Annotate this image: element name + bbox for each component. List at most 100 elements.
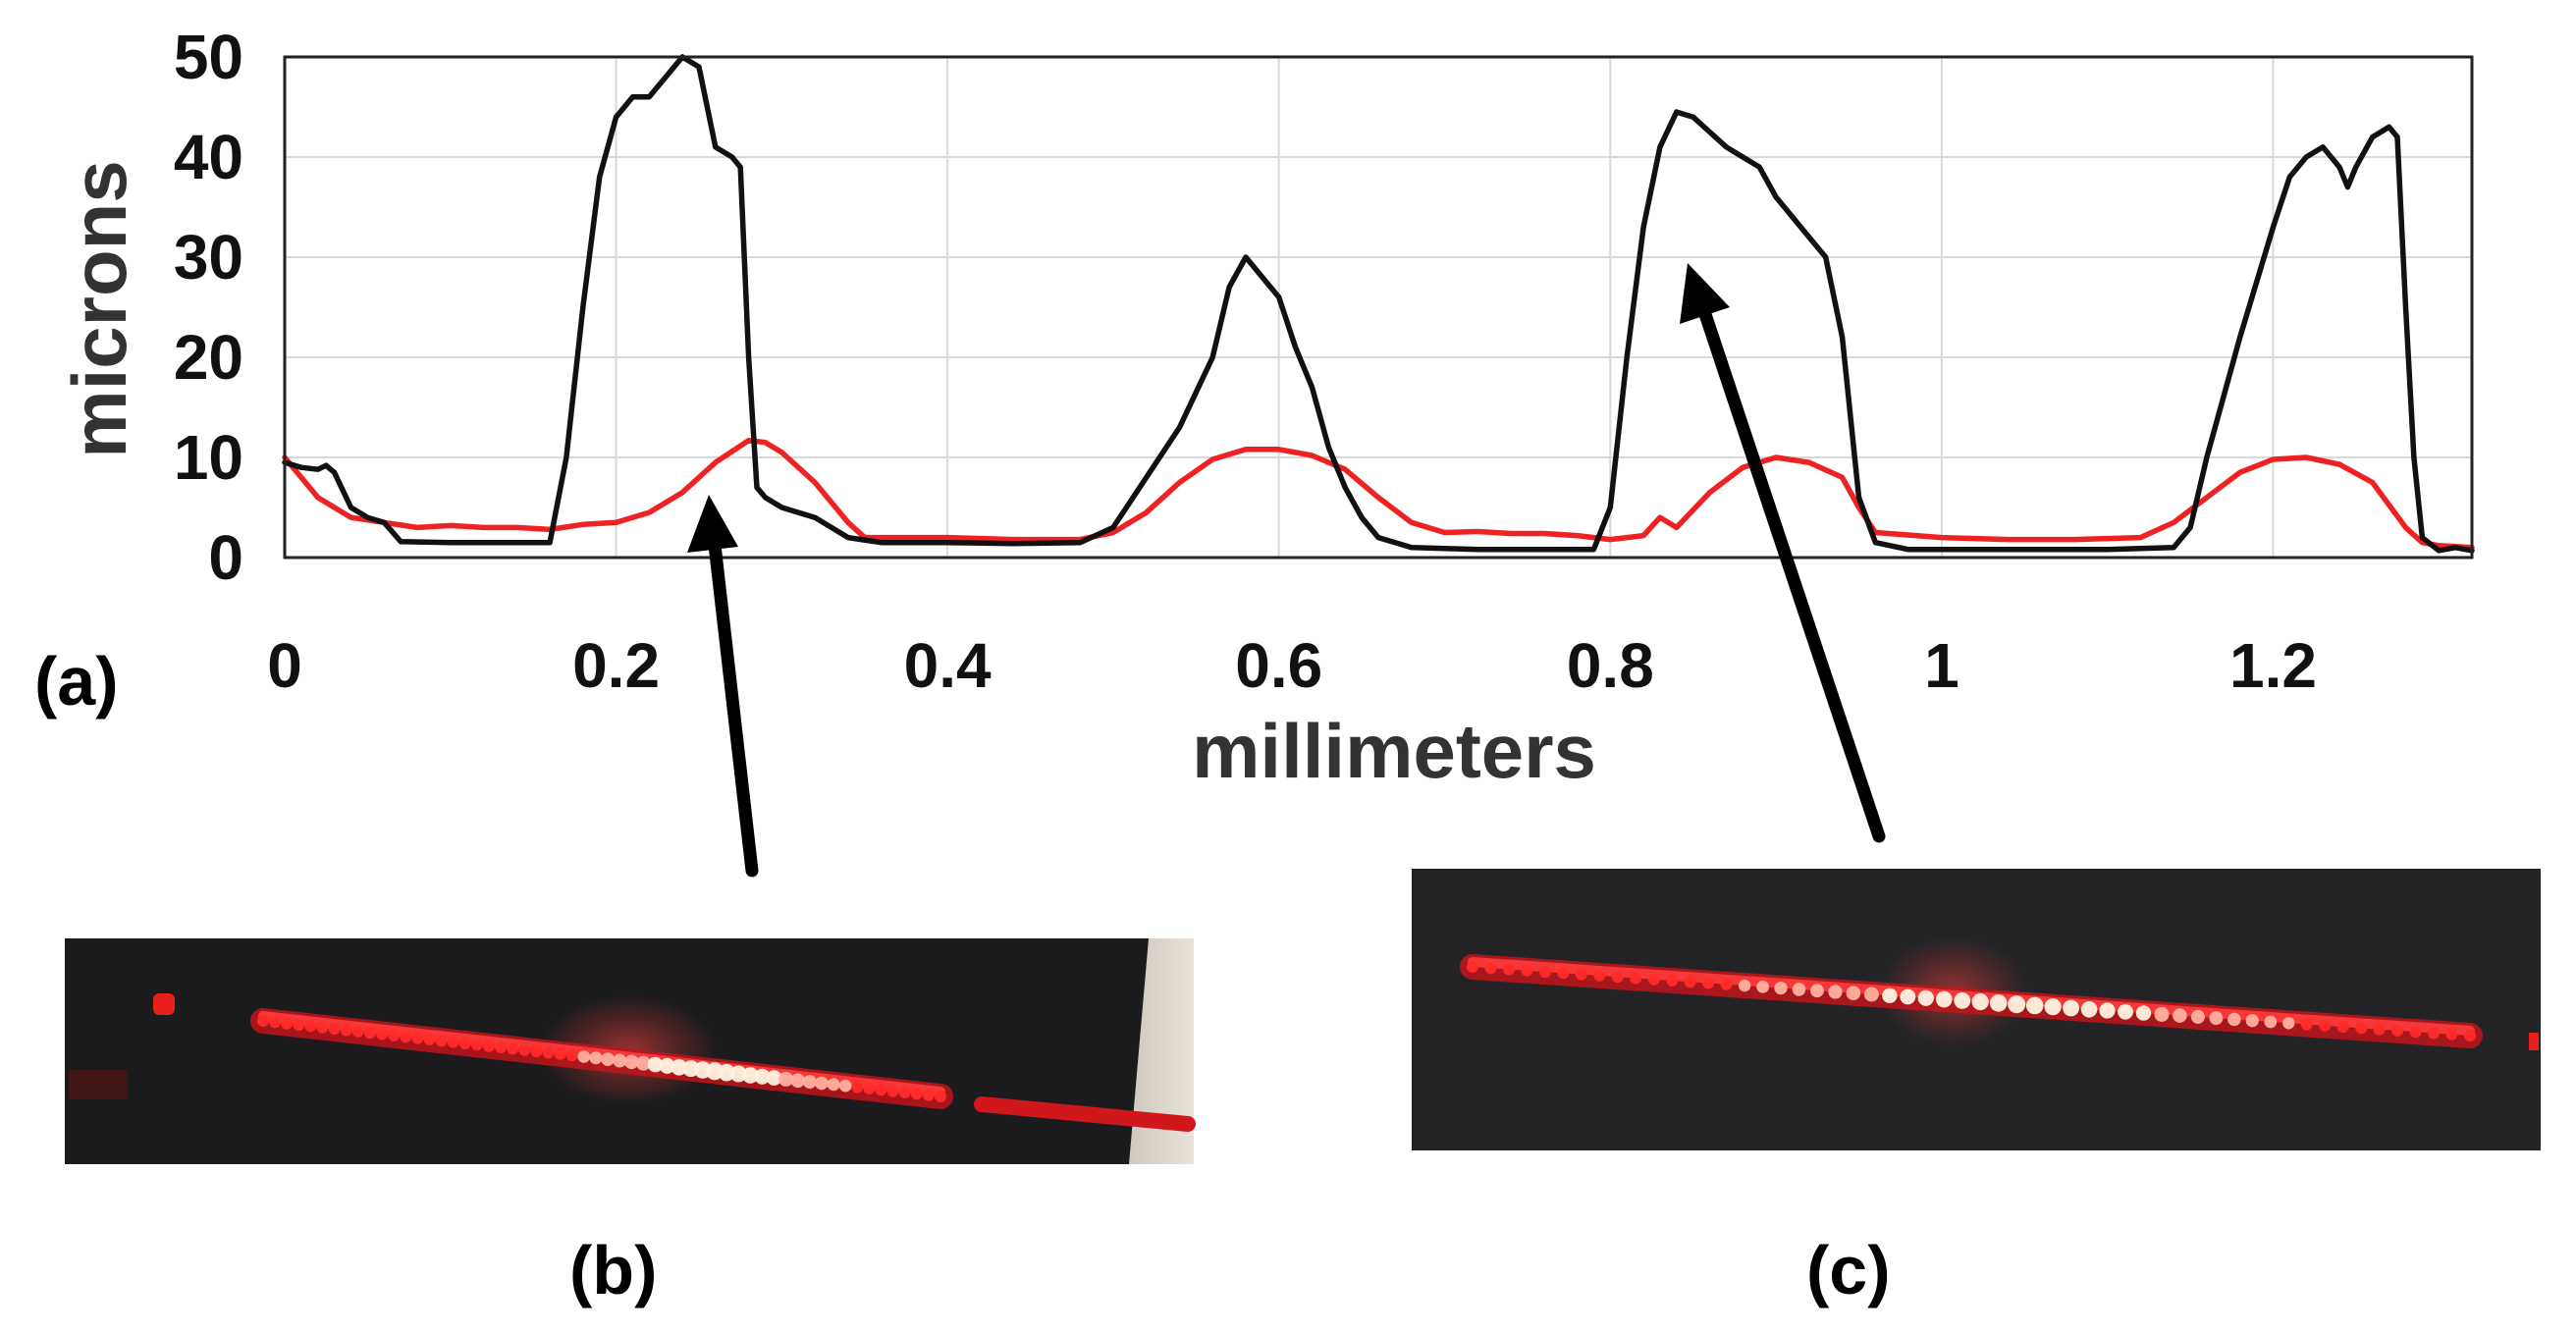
bead-spot [601, 1052, 615, 1066]
bead-spot [2008, 995, 2026, 1014]
bead-spot [1882, 987, 1898, 1003]
photo-c-beam [1460, 954, 2483, 1048]
bead-spot [815, 1076, 829, 1091]
bead-spot [2118, 1003, 2133, 1020]
photo-c-speck [2529, 1033, 2539, 1050]
photo-b-beam [250, 1008, 1196, 1132]
y-tick-label: 30 [174, 222, 243, 293]
bead-spot [2154, 1006, 2170, 1022]
bead-spot [2044, 998, 2062, 1016]
bead-spot [542, 1046, 555, 1059]
bead-spot [376, 1028, 389, 1041]
bead-spot [2209, 1011, 2224, 1026]
photo-b-speck [153, 993, 175, 1015]
bead-spot [507, 1042, 519, 1055]
bead-spot [647, 1056, 664, 1073]
bead-spot [2245, 1014, 2259, 1028]
bead-spot [281, 1017, 294, 1030]
bead-spot [257, 1015, 269, 1027]
bead-spot [340, 1024, 352, 1037]
bead-spot [1593, 969, 1606, 982]
bead-spot [635, 1055, 651, 1071]
arrowhead-c [1680, 263, 1730, 324]
bead-spot [754, 1068, 771, 1085]
x-tick-label: 0.4 [904, 630, 992, 701]
bead-spot [565, 1049, 578, 1062]
bead-spot [400, 1031, 412, 1043]
y-tick-labels: 0 10 20 30 40 50 [174, 22, 243, 593]
bead-spot [1467, 961, 1478, 973]
photo-c [1412, 869, 2541, 1150]
bead-spot [886, 1085, 899, 1097]
bead-spot [495, 1041, 508, 1053]
series-line-red-profile [282, 437, 2475, 551]
bead-spot [1702, 977, 1715, 989]
y-tick-label: 0 [208, 522, 243, 593]
x-tick-label: 1.2 [2229, 630, 2317, 701]
arrowhead-b [687, 495, 738, 553]
bead-spot [624, 1054, 639, 1070]
bead-spot [1538, 966, 1551, 979]
bead-spot [1900, 988, 1916, 1005]
bead-spot [922, 1089, 935, 1101]
panel-label-a: (a) [34, 643, 119, 720]
bead-spot [1521, 964, 1533, 977]
bead-spot [518, 1043, 531, 1056]
bead-spot [2135, 1005, 2152, 1021]
bead-spot [2391, 1024, 2404, 1037]
x-tick-label: 0.2 [572, 630, 660, 701]
bead-spot [1936, 990, 1953, 1008]
bead-spot [2190, 1009, 2205, 1024]
bead-spot [351, 1025, 364, 1038]
bead-spot [2227, 1012, 2241, 1027]
y-tick-label: 20 [174, 322, 243, 393]
bead-spot [1810, 984, 1824, 998]
bead-spot [1917, 989, 1934, 1006]
bead-spot [742, 1067, 759, 1084]
arrow-to-photo-b [687, 495, 759, 878]
bead-spot [1666, 975, 1679, 987]
bead-spot [863, 1082, 876, 1094]
bead-spot [1630, 972, 1642, 985]
bead-spot [293, 1019, 305, 1032]
bead-spot [1684, 976, 1696, 988]
profile-chart: 0 0.2 0.4 0.6 0.8 1 1.2 0 10 20 30 40 50 millimeter… [56, 22, 2475, 794]
bead-spot [875, 1084, 887, 1096]
x-tick-label: 0 [267, 630, 302, 701]
bead-spot [577, 1050, 591, 1063]
bead-spot [1971, 993, 1989, 1011]
bead-spot [1484, 962, 1497, 975]
panel-label-b: (b) [569, 1232, 657, 1308]
bead-spot [388, 1029, 401, 1041]
bead-spot [2428, 1027, 2441, 1040]
bead-spot [1720, 978, 1733, 990]
bead-spot [458, 1038, 471, 1049]
bead-spot [530, 1045, 543, 1058]
bead-spot [1863, 987, 1879, 1002]
photo-b-smear [69, 1070, 128, 1099]
y-tick-label: 10 [174, 422, 243, 493]
series-line-black-profile [282, 54, 2475, 554]
bead-spot [2355, 1022, 2368, 1035]
bead-spot [589, 1051, 603, 1065]
bead-spot [470, 1039, 483, 1051]
bead-spot [316, 1021, 329, 1034]
series-layer [282, 54, 2475, 554]
bead-spot [613, 1053, 627, 1068]
bead-spot [2319, 1019, 2332, 1032]
bead-spot [2264, 1015, 2278, 1029]
bead-spot [269, 1016, 282, 1029]
y-tick-label: 40 [174, 122, 243, 192]
y-axis-title: microns [56, 160, 142, 457]
bead-spot [790, 1073, 805, 1089]
bead-spot [483, 1040, 495, 1052]
bead-spot [838, 1079, 852, 1093]
bead-spot [1647, 973, 1660, 986]
bead-spot [2063, 999, 2080, 1017]
beam-segment-right [974, 1096, 1196, 1132]
bead-spot [802, 1075, 817, 1090]
bead-spot [2173, 1008, 2187, 1023]
bead-spot [1828, 985, 1843, 999]
x-tick-label: 1 [1924, 630, 1959, 701]
